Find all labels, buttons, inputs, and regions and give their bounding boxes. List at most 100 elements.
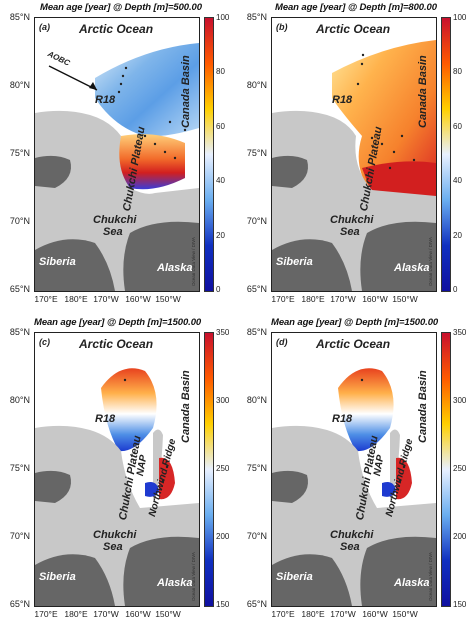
label-ocean: Arctic Ocean [316,22,391,36]
label-sea: Chukchi [93,214,137,226]
age-field-hot [159,457,175,500]
colorbar-tick: 20 [453,231,462,240]
label-sea2: Sea [103,226,123,238]
stations [123,378,169,483]
lon-tick: 170°E [34,609,58,619]
lon-tick: 170°W [93,294,119,304]
panel-tag: (d) [276,337,288,347]
colorbar-tick: 100 [216,13,230,22]
age-field-cold [145,482,159,497]
panel-tag: (c) [39,337,50,347]
label-station: R18 [332,94,353,106]
lat-tick: 80°N [246,80,267,90]
label-alaska: Alaska [394,262,430,274]
panel-tag: (a) [39,22,50,32]
colorbar-tick: 350 [453,328,467,337]
lat-tick: 65°N [9,284,30,294]
colorbar [204,17,214,292]
lon-tick: 160°W [125,609,151,619]
land-dark [272,470,308,503]
colorbar-tick: 60 [216,122,225,131]
map-canvas [272,368,436,606]
label-siberia: Siberia [276,571,313,583]
colorbar-tick: 250 [216,464,230,473]
label-basin: Canada Basin [180,370,192,443]
lon-tick: 170°E [34,294,58,304]
stations [356,53,416,170]
land-dark [35,239,115,291]
lat-tick: 75°N [246,148,267,158]
colorbar-tick: 80 [216,67,225,76]
panel-title: Mean age [year] @ Depth [m]=500.00 [40,2,202,13]
lon-tick: 160°W [362,294,388,304]
label-basin: Canada Basin [417,55,429,128]
map-canvas [272,40,436,291]
label-alaska: Alaska [157,577,193,589]
label-station: R18 [95,94,116,106]
label-ocean: Arctic Ocean [79,22,154,36]
age-field-blue [95,43,199,137]
lon-tick: 170°E [271,294,295,304]
lat-tick: 75°N [9,148,30,158]
lat-tick: 80°N [9,395,30,405]
colorbar [441,17,451,292]
lat-tick: 80°N [246,395,267,405]
lat-tick: 75°N [9,463,30,473]
colorbar-tick: 200 [453,532,467,541]
lon-tick: 160°W [125,294,151,304]
age-field-cold [382,482,396,497]
lat-tick: 70°N [9,216,30,226]
map-panel-d: Mean age [year] @ Depth [m]=1500.00 Arc [237,315,474,629]
label-station: R18 [332,413,353,425]
land-dark [35,554,115,606]
colorbar [204,332,214,607]
panel-title: Mean age [year] @ Depth [m]=1500.00 [34,317,202,328]
map-frame: Arctic Ocean (d) R18 Canada Basin Chukch… [271,332,437,607]
credit: Ocean Data View / DIVA [428,237,433,286]
land-dark [272,239,352,291]
stations [360,378,406,483]
lat-tick: 85°N [246,12,267,22]
colorbar-tick: 40 [216,176,225,185]
credit: Ocean Data View / DIVA [191,237,196,286]
map-frame: Arctic Ocean (b) R18 Canada Basin Chukch… [271,17,437,292]
lon-tick: 180°E [301,609,325,619]
panel-title: Mean age [year] @ Depth [m]=1500.00 [271,317,439,328]
credit: Ocean Data View / DIVA [428,552,433,601]
colorbar-tick: 60 [453,122,462,131]
land-dark [35,470,71,503]
lat-tick: 70°N [9,531,30,541]
map-frame: Arctic Ocean (c) R18 Canada Basin Chukch… [34,332,200,607]
lon-tick: 180°E [301,294,325,304]
lat-tick: 65°N [246,284,267,294]
lat-tick: 65°N [246,599,267,609]
label-ocean: Arctic Ocean [316,337,391,351]
label-basin: Canada Basin [180,55,192,128]
land-dark [123,221,199,291]
map-panel-c: Mean age [year] @ Depth [m]=1500.00 Arc [0,315,237,629]
label-basin: Canada Basin [417,370,429,443]
lat-tick: 65°N [9,599,30,609]
lon-tick: 170°W [330,609,356,619]
colorbar-tick: 200 [216,532,230,541]
label-siberia: Siberia [276,256,313,268]
label-sea2: Sea [340,541,360,553]
lat-tick: 70°N [246,216,267,226]
age-field-hot [118,134,185,190]
land-dark [360,536,436,606]
map-frame: Arctic Ocean AOBC (a) R18 Canada Basin C… [34,17,200,292]
label-sea2: Sea [340,226,360,238]
lon-tick: 170°W [330,294,356,304]
map-canvas [35,368,199,606]
current-arrow [48,65,98,91]
label-sea2: Sea [103,541,123,553]
stations [117,66,187,160]
map-panel-b: Mean age [year] @ Depth [m]=800.00 Arcti… [237,0,474,314]
label-siberia: Siberia [39,571,76,583]
colorbar-tick: 0 [453,285,458,294]
colorbar-tick: 250 [453,464,467,473]
colorbar-tick: 20 [216,231,225,240]
label-alaska: Alaska [394,577,430,589]
age-field [338,368,394,452]
colorbar-tick: 80 [453,67,462,76]
